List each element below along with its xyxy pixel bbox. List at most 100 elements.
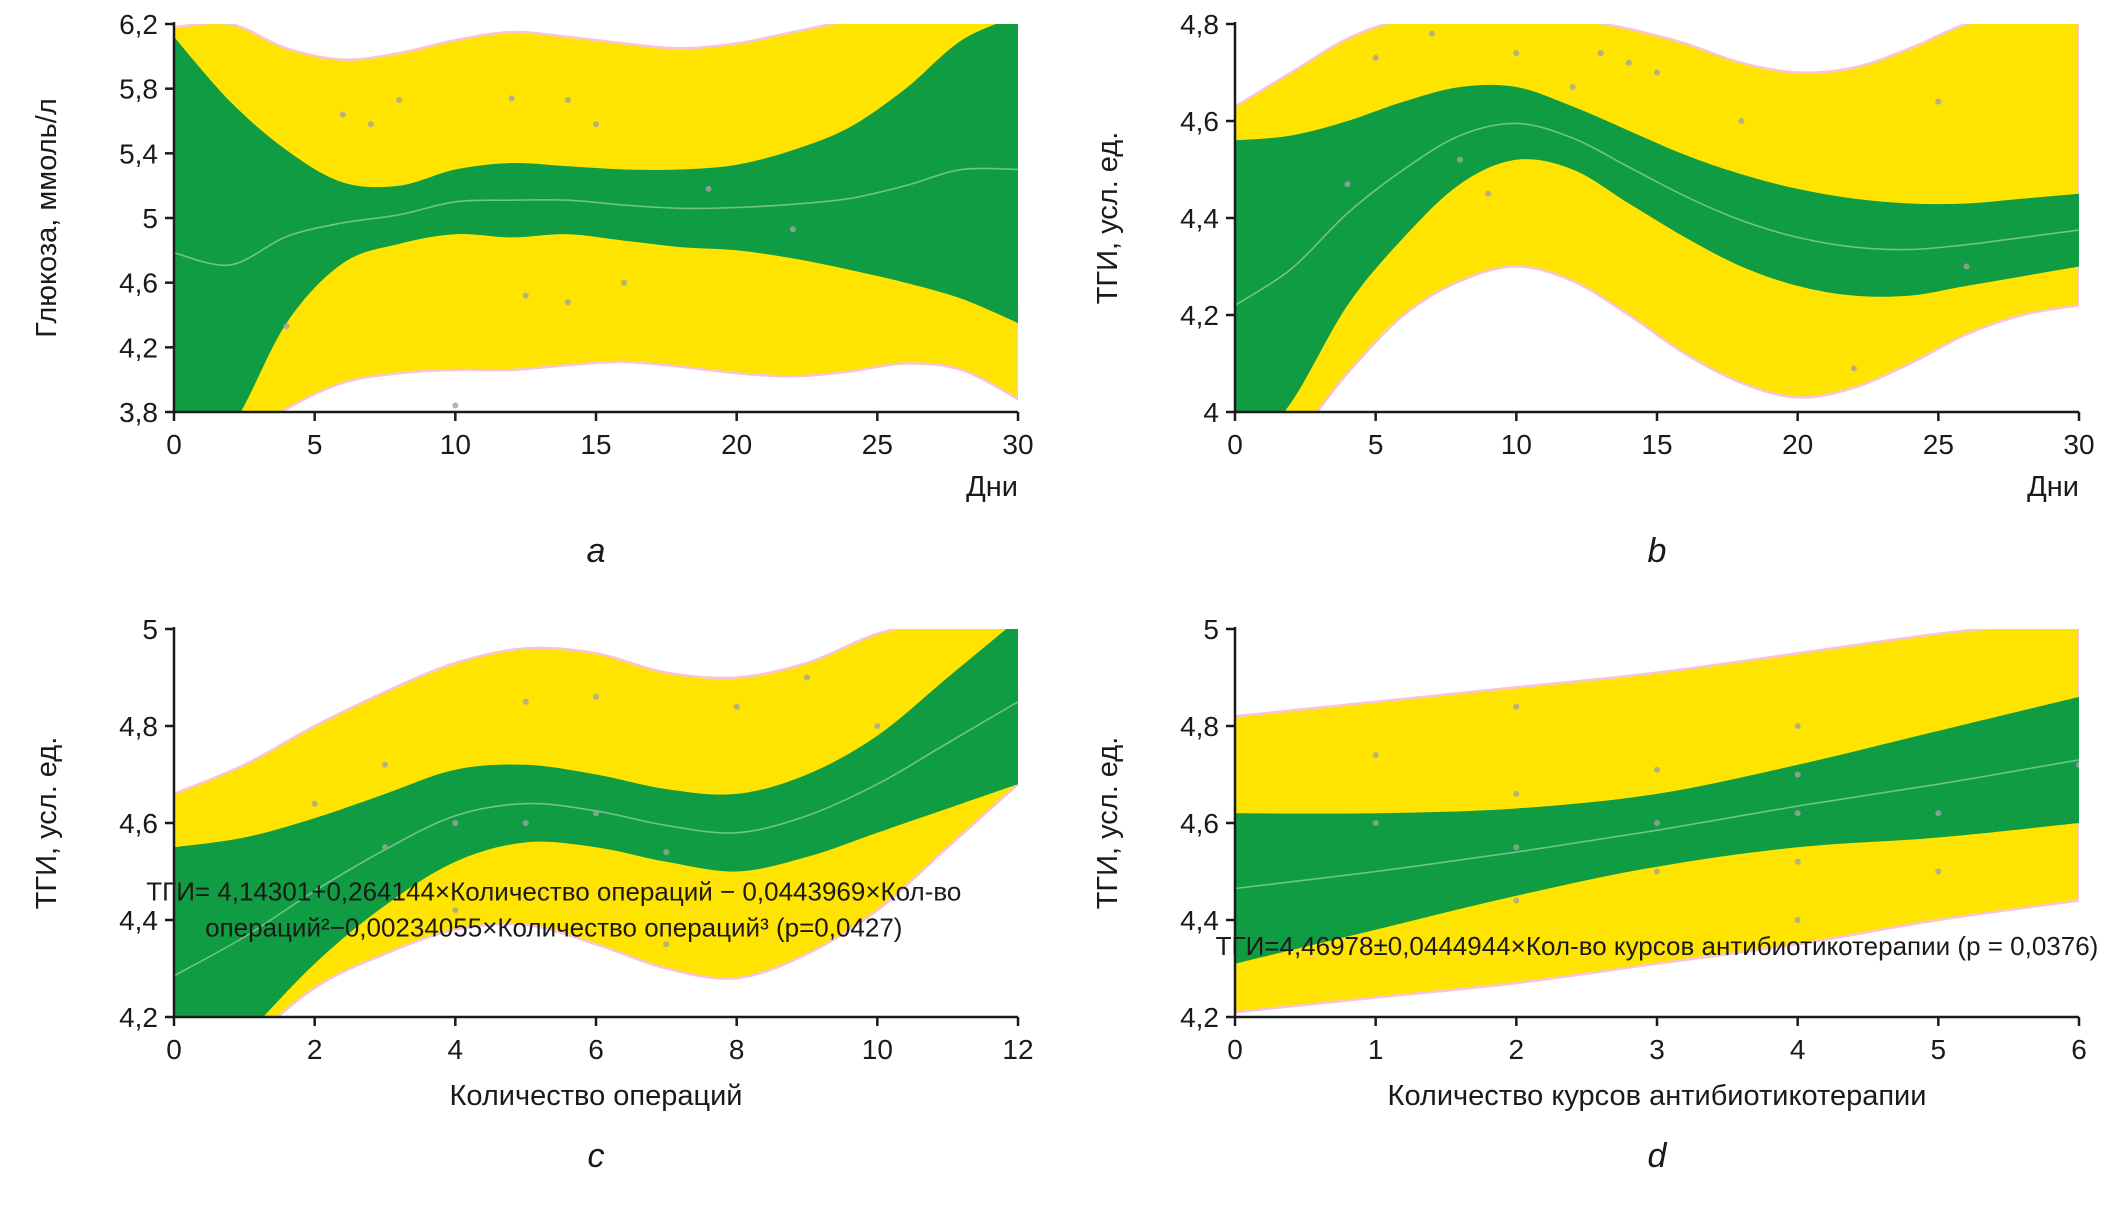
y-axis-label: Глюкоза, ммоль/л <box>31 98 63 337</box>
inner-band <box>173 629 1018 1017</box>
data-point <box>1850 365 1857 372</box>
regression-annotation: ТГИ=4,46978±0,0444944×Кол-во курсов анти… <box>1215 931 2098 961</box>
confidence-bands <box>1234 24 2079 412</box>
data-point <box>1372 820 1379 826</box>
axes: 0 5 10 15 20 25 30 4 4,2 4,4 4,6 4,8 <box>1180 9 2095 460</box>
x-tick-label: 25 <box>861 429 892 460</box>
y-tick-label: 4,4 <box>119 905 158 936</box>
data-point <box>789 226 796 233</box>
data-point <box>1653 868 1660 875</box>
data-point <box>283 323 289 330</box>
y-tick-label: 5,4 <box>119 138 158 169</box>
data-point <box>1428 30 1435 37</box>
x-tick-label: 5 <box>1367 429 1383 460</box>
data-point <box>1456 156 1463 163</box>
y-tick-label: 5 <box>142 203 158 234</box>
y-tick-label: 6,2 <box>119 9 158 40</box>
data-point <box>1512 897 1519 904</box>
data-point <box>367 121 374 128</box>
data-point <box>592 693 599 700</box>
x-tick-label: 0 <box>1227 1034 1243 1065</box>
x-tick-label: 6 <box>588 1034 604 1065</box>
y-tick-label: 4,6 <box>119 268 158 299</box>
data-point <box>381 761 388 768</box>
regression-annotation: ТГИ= 4,14301+0,264144×Количество операци… <box>146 877 961 943</box>
mean-line <box>173 167 1018 267</box>
x-tick-label: 15 <box>580 429 611 460</box>
data-point <box>2075 761 2079 768</box>
y-tick-label: 5 <box>1203 614 1219 645</box>
data-point <box>592 121 599 128</box>
axes: 0 2 4 6 8 10 12 4,2 4,4 4,6 4,8 5 <box>119 614 1034 1065</box>
y-tick-label: 4,8 <box>1180 9 1219 40</box>
x-tick-label: 10 <box>439 429 470 460</box>
confidence-bands <box>173 24 1018 412</box>
x-axis-label: Количество операций <box>449 1080 742 1112</box>
data-point <box>662 941 669 948</box>
x-tick-label: 12 <box>1002 1034 1033 1065</box>
x-tick-label: 30 <box>2063 429 2094 460</box>
data-point <box>705 185 711 192</box>
chart-tgi-operations: 0 2 4 6 8 10 12 4,2 4,4 4,6 4,8 5 ТГИ, усл. ед. Колич… <box>31 614 1034 1175</box>
data-point <box>451 907 458 914</box>
data-point <box>1625 59 1632 66</box>
axes: 0 5 10 15 20 25 30 3,8 4,2 4,6 5 5,4 5,8 6,2 <box>119 9 1034 460</box>
x-tick-label: 3 <box>1649 1034 1665 1065</box>
data-point <box>522 698 529 705</box>
y-tick-label: 5 <box>142 614 158 645</box>
data-point <box>1737 118 1744 124</box>
x-tick-label: 25 <box>1922 429 1953 460</box>
data-point <box>1597 50 1604 57</box>
x-tick-label: 10 <box>861 1034 892 1065</box>
data-point <box>592 810 599 817</box>
annotation-line: операций²−0,00234055×Количество операций… <box>205 913 902 943</box>
x-tick-label: 6 <box>2071 1034 2087 1065</box>
x-tick-label: 0 <box>166 429 182 460</box>
data-point <box>733 703 740 710</box>
data-point <box>1794 810 1801 817</box>
data-point <box>564 299 571 306</box>
y-tick-label: 4,6 <box>1180 106 1219 137</box>
y-tick-label: 4,4 <box>1180 203 1219 234</box>
y-tick-label: 4,8 <box>1180 711 1219 742</box>
x-axis-label: Количество курсов антибиотикотерапии <box>1387 1080 1926 1112</box>
chart-tgi-days: 0 5 10 15 20 25 30 4 4,2 4,4 4,6 4,8 ТГИ, усл. ед. Дн… <box>1092 9 2095 570</box>
x-tick-label: 0 <box>166 1034 182 1065</box>
data-point <box>522 292 529 299</box>
x-tick-label: 4 <box>1789 1034 1805 1065</box>
panel-c: 0 2 4 6 8 10 12 4,2 4,4 4,6 4,8 5 ТГИ, усл. ед. Колич… <box>0 605 1061 1225</box>
panel-letter: b <box>1647 532 1666 570</box>
x-tick-label: 1 <box>1367 1034 1383 1065</box>
axes: 0 1 2 3 4 5 6 4,2 4,4 4,6 4,8 5 <box>1180 614 2087 1065</box>
data-point <box>564 97 571 103</box>
mean-line <box>1234 759 2079 890</box>
y-tick-label: 4,2 <box>119 332 158 363</box>
x-tick-label: 2 <box>1508 1034 1524 1065</box>
data-point <box>1372 54 1379 61</box>
panel-letter: c <box>587 1137 604 1175</box>
y-tick-label: 4,8 <box>119 711 158 742</box>
y-tick-label: 4,4 <box>1180 905 1219 936</box>
confidence-bands <box>173 629 1018 1017</box>
x-axis-label: Дни <box>2027 471 2079 503</box>
data-point <box>803 674 810 681</box>
data-point <box>1794 771 1801 778</box>
y-tick-label: 4,2 <box>1180 1002 1219 1033</box>
y-tick-label: 5,8 <box>119 74 158 105</box>
x-tick-label: 30 <box>1002 429 1033 460</box>
y-tick-label: 4 <box>1203 397 1219 428</box>
panel-letter: a <box>586 532 605 570</box>
data-point <box>1963 263 1969 270</box>
y-tick-label: 4,6 <box>119 808 158 839</box>
inner-band <box>173 24 1018 412</box>
scatter-points <box>311 674 880 948</box>
scatter-points <box>1372 703 2079 923</box>
scatter-points <box>1344 30 1969 372</box>
x-tick-label: 20 <box>721 429 752 460</box>
data-point <box>1794 858 1801 865</box>
x-tick-label: 5 <box>306 429 322 460</box>
data-point <box>1653 766 1660 773</box>
data-point <box>1372 752 1379 759</box>
y-tick-label: 4,2 <box>1180 300 1219 331</box>
scatter-points <box>283 95 796 409</box>
